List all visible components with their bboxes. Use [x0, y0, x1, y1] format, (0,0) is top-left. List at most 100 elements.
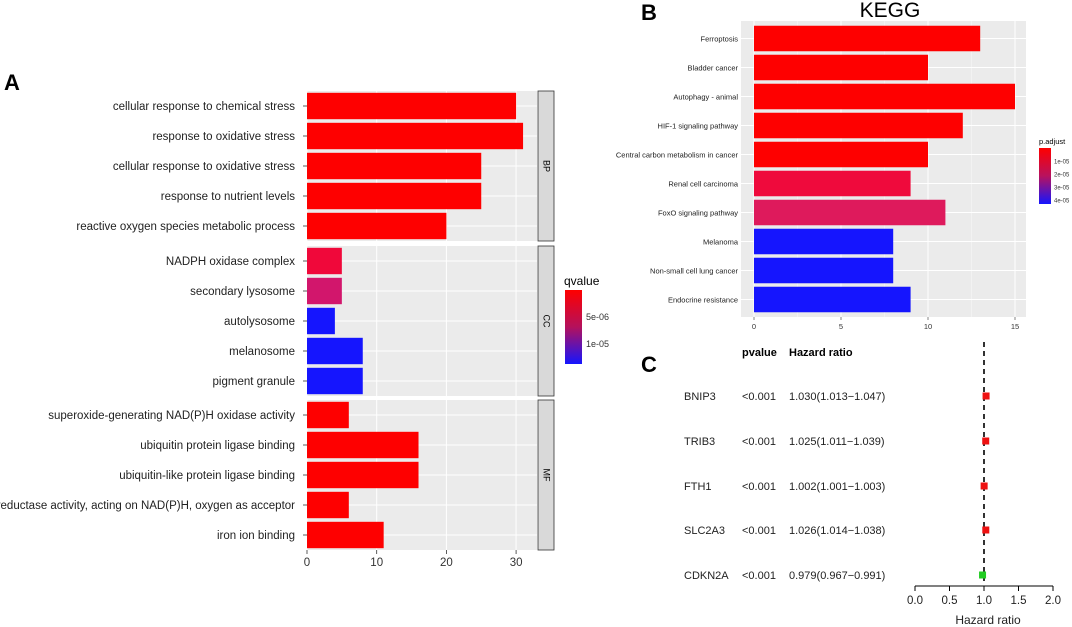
category-label: NADPH oxidase complex: [166, 256, 295, 268]
facet-cc: CC NADPH oxidase complex secondary lysosom…: [166, 245, 555, 397]
gene-label: FTH1: [684, 481, 712, 493]
forest-header-pvalue: pvalue: [742, 347, 777, 359]
hr-label: 1.002(1.001−1.003): [789, 481, 885, 493]
bar: [307, 122, 524, 150]
category-label: superoxide-generating NAD(P)H oxidase ac…: [48, 410, 295, 422]
hr-label: 1.026(1.014−1.038): [789, 525, 885, 537]
bar: [307, 277, 342, 305]
legend-label: 2e-05: [1054, 173, 1070, 179]
gene-label: SLC2A3: [684, 525, 725, 537]
bar: [754, 286, 911, 313]
hr-point: [982, 437, 990, 445]
panel-label-a: A: [4, 70, 20, 95]
bar: [754, 54, 928, 81]
bar: [307, 367, 363, 395]
gene-label: TRIB3: [684, 436, 715, 448]
legend-label: 1e-05: [586, 339, 609, 349]
bar: [307, 491, 349, 519]
category-label: Autophagy - animal: [673, 93, 738, 102]
pvalue-label: <0.001: [742, 525, 776, 537]
x-tick-label: 0.0: [907, 595, 923, 607]
category-label: oxidoreductase activity, acting on NAD(P…: [0, 500, 295, 512]
pvalue-label: <0.001: [742, 391, 776, 403]
category-label: response to nutrient levels: [161, 191, 295, 203]
bar: [754, 112, 963, 139]
forest-row: FTH1 <0.001 1.002(1.001−1.003): [684, 481, 988, 493]
hr-point: [979, 571, 987, 579]
facet-strip-label: CC: [542, 315, 552, 328]
legend-label: 5e-06: [586, 312, 609, 322]
x-tick-label: 15: [1011, 322, 1019, 331]
pvalue-label: <0.001: [742, 481, 776, 493]
hr-point: [982, 392, 990, 400]
facet-mf: MF superoxide-generating NAD(P)H oxidase …: [0, 399, 555, 551]
bar: [307, 92, 517, 120]
bar: [754, 170, 911, 197]
bar: [307, 521, 384, 549]
category-label: ubiquitin protein ligase binding: [140, 440, 295, 452]
legend-title-padjust: p.adjust: [1039, 137, 1066, 146]
x-tick-label: 5: [839, 322, 843, 331]
category-label: autolysosome: [224, 316, 295, 328]
bar: [754, 83, 1015, 110]
bar: [307, 182, 482, 210]
category-label: iron ion binding: [217, 530, 295, 542]
category-label: Renal cell carcinoma: [668, 180, 738, 189]
facet-strip-label: BP: [542, 160, 552, 172]
bar: [307, 461, 419, 489]
x-axis-title: Hazard ratio: [955, 613, 1021, 627]
category-label: Melanoma: [703, 238, 739, 247]
facet-strip: [537, 245, 555, 397]
bar: [754, 199, 946, 226]
go-enrichment-chart: BP cellular response to chemical stress re…: [0, 90, 609, 569]
x-tick-label: 30: [510, 557, 523, 569]
pvalue-label: <0.001: [742, 436, 776, 448]
category-label: HIF-1 signaling pathway: [658, 122, 739, 131]
category-label: cellular response to oxidative stress: [113, 161, 295, 173]
kegg-enrichment-chart: KEGG Ferroptosis Bladder cancer Autophagy …: [616, 0, 1070, 331]
forest-row: TRIB3 <0.001 1.025(1.011−1.039): [684, 436, 990, 448]
category-label: Non-small cell lung cancer: [650, 267, 738, 276]
panel-label-b: B: [641, 0, 657, 25]
facet-strip: [537, 399, 555, 551]
forest-plot: pvalue Hazard ratio BNIP3 <0.001 1.030(1.0…: [684, 342, 1061, 627]
category-label: reactive oxygen species metabolic proces…: [76, 221, 295, 233]
bar: [754, 257, 894, 284]
hr-label: 0.979(0.967−0.991): [789, 570, 885, 582]
legend-label: 1e-05: [1054, 160, 1070, 166]
pvalue-label: <0.001: [742, 570, 776, 582]
gene-label: BNIP3: [684, 391, 716, 403]
qvalue-legend: qvalue 5e-06 1e-05: [564, 274, 609, 364]
hr-label: 1.025(1.011−1.039): [789, 436, 885, 448]
category-label: Endocrine resistance: [668, 296, 738, 305]
bar: [307, 212, 447, 240]
bar: [307, 431, 419, 459]
x-tick-label: 0.5: [942, 595, 958, 607]
hr-point: [980, 482, 988, 490]
legend-colorbar-padjust: [1039, 148, 1051, 204]
x-tick-label: 0: [304, 557, 310, 569]
hr-label: 1.030(1.013−1.047): [789, 391, 885, 403]
category-label: Central carbon metabolism in cancer: [616, 151, 739, 160]
x-tick-label: 0: [752, 322, 756, 331]
bar: [307, 152, 482, 180]
bar: [754, 25, 981, 52]
bar: [307, 337, 363, 365]
hr-point: [982, 526, 990, 534]
forest-row: CDKN2A <0.001 0.979(0.967−0.991): [684, 570, 987, 582]
category-label: Bladder cancer: [688, 64, 739, 73]
legend-label: 3e-05: [1054, 186, 1070, 192]
forest-row: SLC2A3 <0.001 1.026(1.014−1.038): [684, 525, 990, 537]
bar: [307, 247, 342, 275]
category-label: secondary lysosome: [190, 286, 295, 298]
bar: [754, 141, 928, 168]
legend-colorbar-qvalue: [565, 290, 582, 364]
category-label: cellular response to chemical stress: [113, 101, 295, 113]
x-tick-label: 10: [924, 322, 932, 331]
category-label: response to oxidative stress: [152, 131, 295, 143]
bar: [307, 307, 335, 335]
category-label: pigment granule: [213, 376, 295, 388]
x-tick-label: 20: [440, 557, 453, 569]
x-tick-label: 10: [370, 557, 383, 569]
